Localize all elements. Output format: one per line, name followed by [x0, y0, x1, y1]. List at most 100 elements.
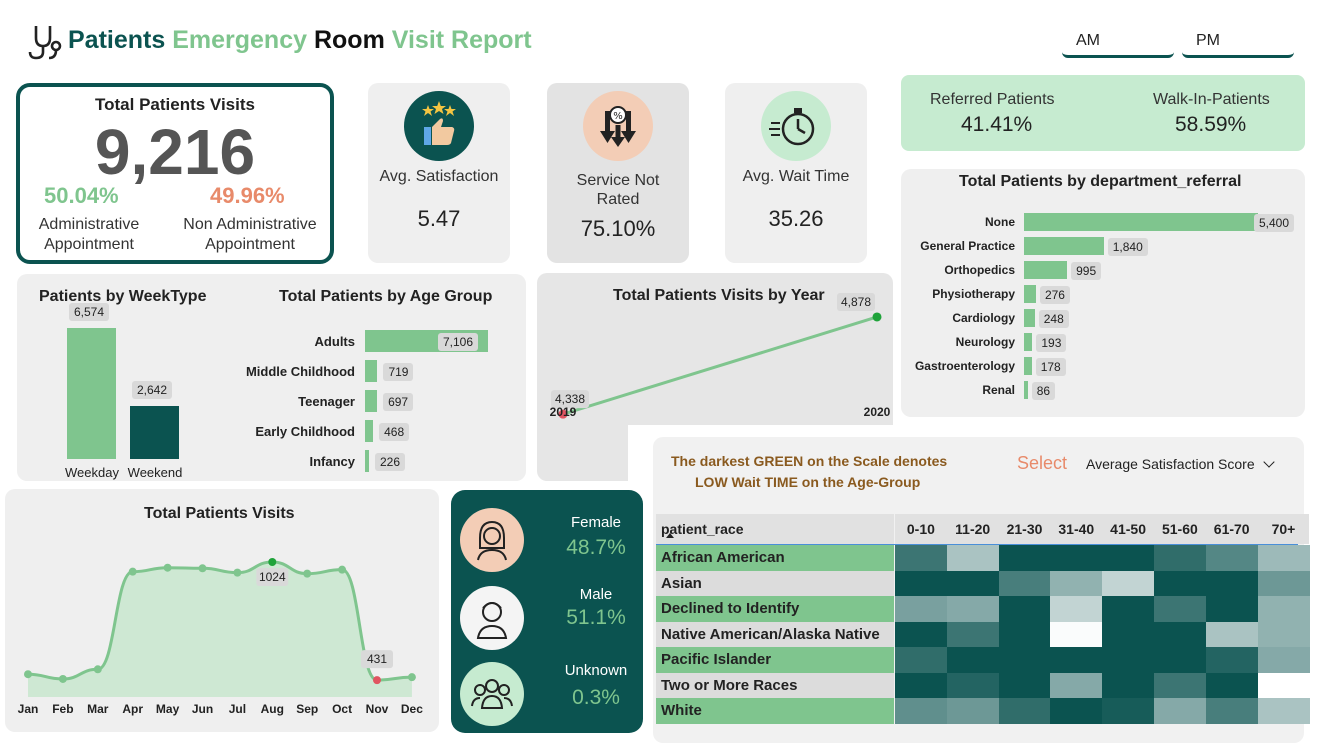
dept-bar[interactable]	[1024, 381, 1028, 399]
matrix-cell[interactable]	[998, 570, 1051, 597]
matrix-cell[interactable]	[1050, 672, 1103, 699]
matrix-cell[interactable]	[1257, 596, 1310, 622]
agegroup-bar[interactable]	[365, 360, 378, 382]
monthly-point[interactable]	[24, 670, 32, 679]
matrix-cell[interactable]	[895, 621, 948, 648]
monthly-point[interactable]	[303, 569, 312, 578]
monthly-point[interactable]	[128, 567, 137, 576]
matrix-cell[interactable]	[895, 647, 948, 673]
service-not-rated-card: % Service Not Rated 75.10%	[547, 83, 689, 263]
measure-dropdown[interactable]: Average Satisfaction Score	[1086, 456, 1275, 472]
monthly-point[interactable]	[198, 564, 207, 573]
matrix-cell[interactable]	[1205, 596, 1259, 622]
matrix-cell[interactable]	[998, 647, 1051, 673]
dept-value-label: 178	[1035, 358, 1066, 376]
matrix-cell[interactable]	[1102, 621, 1155, 648]
monthly-point[interactable]	[233, 568, 242, 577]
matrix-cell[interactable]	[1050, 570, 1103, 597]
matrix-cell[interactable]	[1050, 596, 1103, 622]
matrix-cell[interactable]	[1205, 647, 1259, 673]
pm-slicer-button[interactable]: PM	[1182, 30, 1294, 58]
matrix-cell[interactable]	[1205, 570, 1259, 597]
matrix-cell[interactable]	[946, 545, 1000, 571]
am-slicer-button[interactable]: AM	[1062, 30, 1174, 58]
matrix-cell[interactable]	[1050, 545, 1103, 571]
matrix-cell[interactable]	[1154, 621, 1207, 648]
matrix-cell[interactable]	[946, 698, 1000, 724]
matrix-cell[interactable]	[946, 647, 1000, 673]
matrix-cell[interactable]	[1257, 621, 1310, 648]
matrix-cell[interactable]	[1050, 698, 1103, 724]
monthly-point[interactable]	[93, 665, 102, 674]
agegroup-bar[interactable]	[365, 390, 378, 412]
matrix-cell[interactable]	[1154, 596, 1207, 622]
matrix-cell[interactable]	[1257, 570, 1310, 597]
agegroup-bar[interactable]	[365, 450, 369, 472]
weektype-bar[interactable]	[130, 406, 179, 459]
monthly-point[interactable]	[407, 673, 416, 682]
row-header[interactable]: patient_race	[656, 514, 894, 544]
monthly-point[interactable]	[268, 557, 277, 566]
monthly-point[interactable]	[163, 563, 172, 572]
matrix-cell[interactable]	[895, 596, 948, 622]
monthly-point[interactable]	[338, 565, 347, 574]
matrix-cell[interactable]	[998, 596, 1051, 622]
matrix-cell[interactable]	[1257, 545, 1310, 571]
matrix-cell[interactable]	[1154, 672, 1207, 699]
matrix-cell[interactable]	[946, 596, 1000, 622]
matrix-cell[interactable]	[1205, 621, 1259, 648]
matrix-cell[interactable]	[1050, 647, 1103, 673]
dept-bar[interactable]	[1024, 237, 1104, 255]
matrix-cell[interactable]	[998, 672, 1051, 699]
matrix-cell[interactable]	[895, 672, 948, 699]
matrix-column-header[interactable]: 70+	[1257, 514, 1310, 544]
matrix-column-header[interactable]: 61-70	[1205, 514, 1258, 544]
matrix-cell[interactable]	[1205, 698, 1259, 724]
dept-bar[interactable]	[1024, 285, 1036, 303]
matrix-cell[interactable]	[998, 621, 1051, 648]
monthly-point[interactable]	[373, 676, 381, 685]
matrix-column-header[interactable]: 51-60	[1154, 514, 1206, 544]
matrix-cell[interactable]	[1154, 647, 1207, 673]
matrix-cell[interactable]	[1205, 545, 1259, 571]
matrix-cell[interactable]	[1050, 621, 1103, 648]
matrix-column-header[interactable]: 11-20	[946, 514, 999, 544]
matrix-cell[interactable]	[1102, 545, 1155, 571]
matrix-column-header[interactable]: 31-40	[1050, 514, 1103, 544]
matrix-cell[interactable]	[1102, 647, 1155, 673]
matrix-cell[interactable]	[1154, 698, 1207, 724]
matrix-cell[interactable]	[946, 621, 1000, 648]
matrix-cell[interactable]	[1102, 570, 1155, 597]
matrix-cell[interactable]	[1154, 570, 1207, 597]
matrix-cell[interactable]	[998, 698, 1051, 724]
matrix-cell[interactable]	[1102, 698, 1155, 724]
weektype-bar[interactable]	[67, 328, 116, 459]
matrix-cell[interactable]	[1102, 672, 1155, 699]
matrix-cell[interactable]	[895, 570, 948, 597]
agegroup-category-label: Infancy	[309, 454, 355, 469]
chart-title: Total Patients by department_referral	[959, 173, 1242, 190]
monthly-point[interactable]	[58, 674, 67, 683]
matrix-cell[interactable]	[895, 545, 948, 571]
year-point[interactable]	[558, 409, 568, 419]
matrix-cell[interactable]	[1102, 596, 1155, 622]
agegroup-bar[interactable]	[365, 420, 374, 442]
matrix-cell[interactable]	[1257, 672, 1310, 699]
matrix-column-header[interactable]: 0-10	[895, 514, 947, 544]
matrix-cell[interactable]	[998, 545, 1051, 571]
dept-bar[interactable]	[1024, 357, 1032, 375]
matrix-cell[interactable]	[946, 672, 1000, 699]
matrix-cell[interactable]	[1257, 647, 1310, 673]
matrix-column-header[interactable]: 21-30	[998, 514, 1051, 544]
matrix-column-header[interactable]: 41-50	[1102, 514, 1154, 544]
matrix-cell[interactable]	[1205, 672, 1259, 699]
dept-bar[interactable]	[1024, 261, 1068, 279]
year-point[interactable]	[872, 312, 882, 322]
matrix-cell[interactable]	[895, 698, 948, 724]
dept-bar[interactable]	[1024, 309, 1035, 327]
dept-bar[interactable]	[1024, 213, 1258, 231]
matrix-cell[interactable]	[1257, 698, 1310, 724]
matrix-cell[interactable]	[946, 570, 1000, 597]
dept-bar[interactable]	[1024, 333, 1033, 351]
matrix-cell[interactable]	[1154, 545, 1207, 571]
